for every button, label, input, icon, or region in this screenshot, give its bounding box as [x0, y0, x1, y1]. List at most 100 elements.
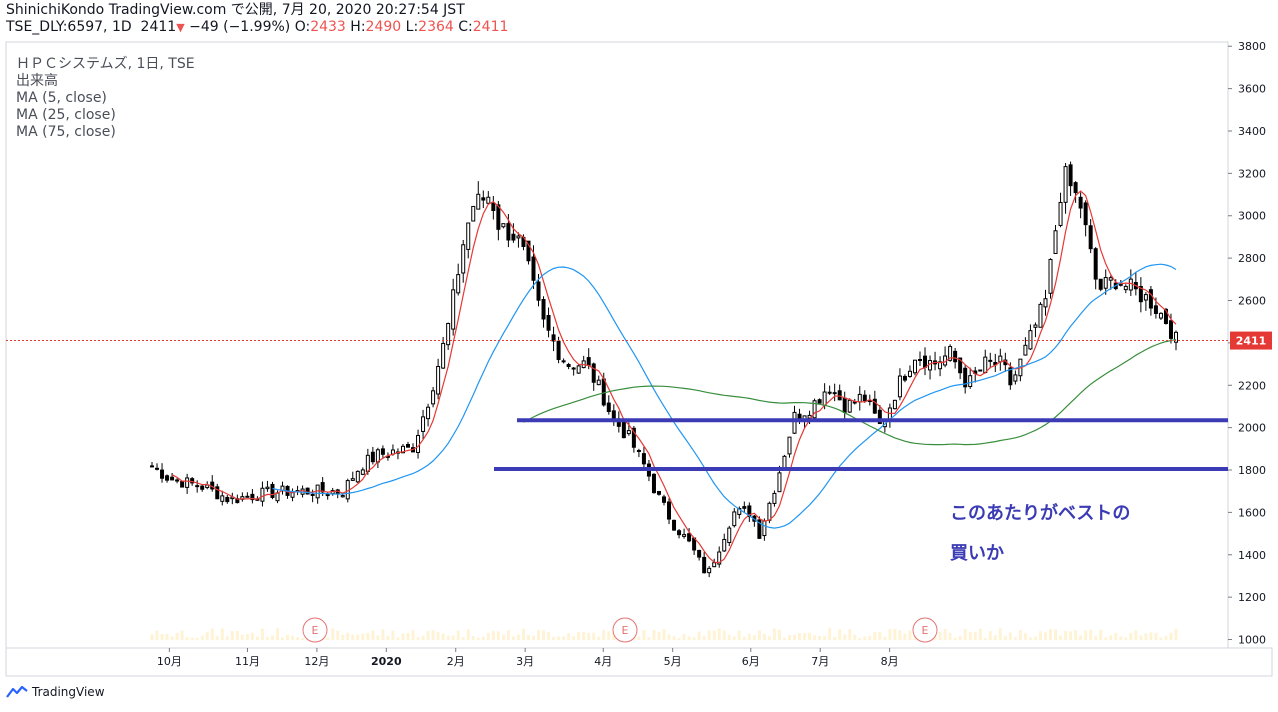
candle-body — [526, 240, 531, 262]
volume-bar — [506, 630, 510, 640]
candle-body — [260, 487, 265, 502]
volume-bar — [436, 632, 440, 640]
candle-body — [215, 486, 220, 500]
volume-bar — [346, 632, 350, 640]
candle-body — [466, 222, 471, 250]
volume-bar — [1079, 635, 1083, 640]
volume-bar — [471, 636, 475, 640]
y-tick-label: 2000 — [1238, 422, 1266, 435]
candle-body — [320, 482, 325, 493]
candle-body — [998, 355, 1003, 363]
indicator-legend-item: MA (75, close) — [16, 124, 116, 140]
volume-bar — [441, 633, 445, 640]
candle-body — [807, 414, 812, 419]
y-tick-label: 2200 — [1238, 379, 1266, 392]
candle-body — [1168, 320, 1173, 339]
candle-body — [511, 233, 516, 241]
x-tick-label: 12月 — [304, 655, 329, 668]
candle-body — [988, 359, 993, 362]
volume-bar — [386, 635, 390, 640]
candle-body — [983, 356, 988, 374]
high-value: 2490 — [365, 19, 402, 35]
candle-body — [1103, 277, 1108, 289]
volume-bar — [381, 629, 385, 640]
volume-bar — [893, 628, 897, 640]
volume-bar — [888, 629, 892, 640]
volume-bar — [1129, 632, 1133, 640]
candle-body — [656, 490, 661, 495]
earnings-event-label: E — [922, 624, 929, 637]
candle-body — [697, 549, 702, 558]
candle-body — [446, 323, 451, 346]
volume-bar — [762, 633, 766, 640]
volume-bar — [793, 634, 797, 640]
volume-bar — [983, 637, 987, 640]
volume-bar — [712, 630, 716, 640]
candle-body — [837, 390, 842, 401]
candle-body — [250, 493, 255, 501]
symbol-name: TSE_DLY:6597, 1D — [6, 19, 132, 35]
candle-body — [872, 398, 877, 414]
candle-body — [907, 370, 912, 377]
candle-body — [832, 392, 837, 395]
tradingview-logo[interactable]: TradingView — [6, 685, 105, 699]
volume-bar — [853, 634, 857, 640]
volume-bar — [898, 630, 902, 640]
volume-bar — [190, 637, 194, 640]
candle-body — [1053, 230, 1058, 255]
candle-body — [641, 453, 646, 465]
volume-bar — [878, 631, 882, 640]
candle-body — [1108, 277, 1113, 281]
volume-bar — [1043, 632, 1047, 640]
candle-body — [923, 355, 928, 368]
volume-bar — [531, 635, 535, 640]
low-value: 2364 — [418, 19, 454, 35]
volume-bar — [833, 636, 837, 640]
volume-bar — [431, 630, 435, 640]
candle-body — [857, 393, 862, 403]
volume-bar — [772, 628, 776, 640]
volume-bar — [938, 631, 942, 640]
volume-bar — [978, 628, 982, 640]
volume-bar — [1018, 629, 1022, 640]
change-value: 9 (−1.99%) — [209, 19, 291, 35]
volume-bar — [200, 635, 204, 640]
candle-body — [1023, 344, 1028, 356]
candle-body — [792, 411, 797, 434]
candle-body — [1093, 248, 1098, 280]
candle-body — [948, 346, 953, 361]
low-label: L: — [405, 19, 419, 35]
volume-bar — [1124, 637, 1128, 640]
volume-bar — [767, 636, 771, 640]
volume-bar — [175, 632, 179, 640]
volume-bar — [296, 637, 300, 640]
volume-bar — [1099, 629, 1103, 640]
candle-body — [220, 495, 225, 502]
candle-body — [727, 527, 732, 544]
candle-body — [812, 400, 817, 419]
volume-bar — [677, 637, 681, 640]
volume-bar — [1074, 630, 1078, 640]
candle-body — [762, 520, 767, 537]
candle-body — [1008, 367, 1013, 386]
volume-bar — [185, 636, 189, 640]
volume-bar — [1134, 630, 1138, 640]
candle-body — [918, 359, 922, 362]
volume-bar — [275, 628, 279, 640]
candle-body — [662, 496, 666, 503]
volume-bar — [1159, 637, 1163, 640]
candle-body — [677, 530, 682, 536]
candle-body — [777, 472, 782, 493]
volume-bar — [883, 636, 887, 640]
candle-body — [787, 436, 792, 455]
volume-bar — [943, 628, 947, 640]
candle-body — [737, 507, 742, 515]
volume-bar — [461, 637, 465, 640]
candle-body — [350, 478, 355, 481]
volume-bar — [205, 631, 209, 640]
volume-bar — [858, 637, 862, 640]
volume-bar — [1094, 635, 1098, 640]
volume-bar — [742, 636, 746, 640]
volume-bar — [908, 630, 912, 640]
